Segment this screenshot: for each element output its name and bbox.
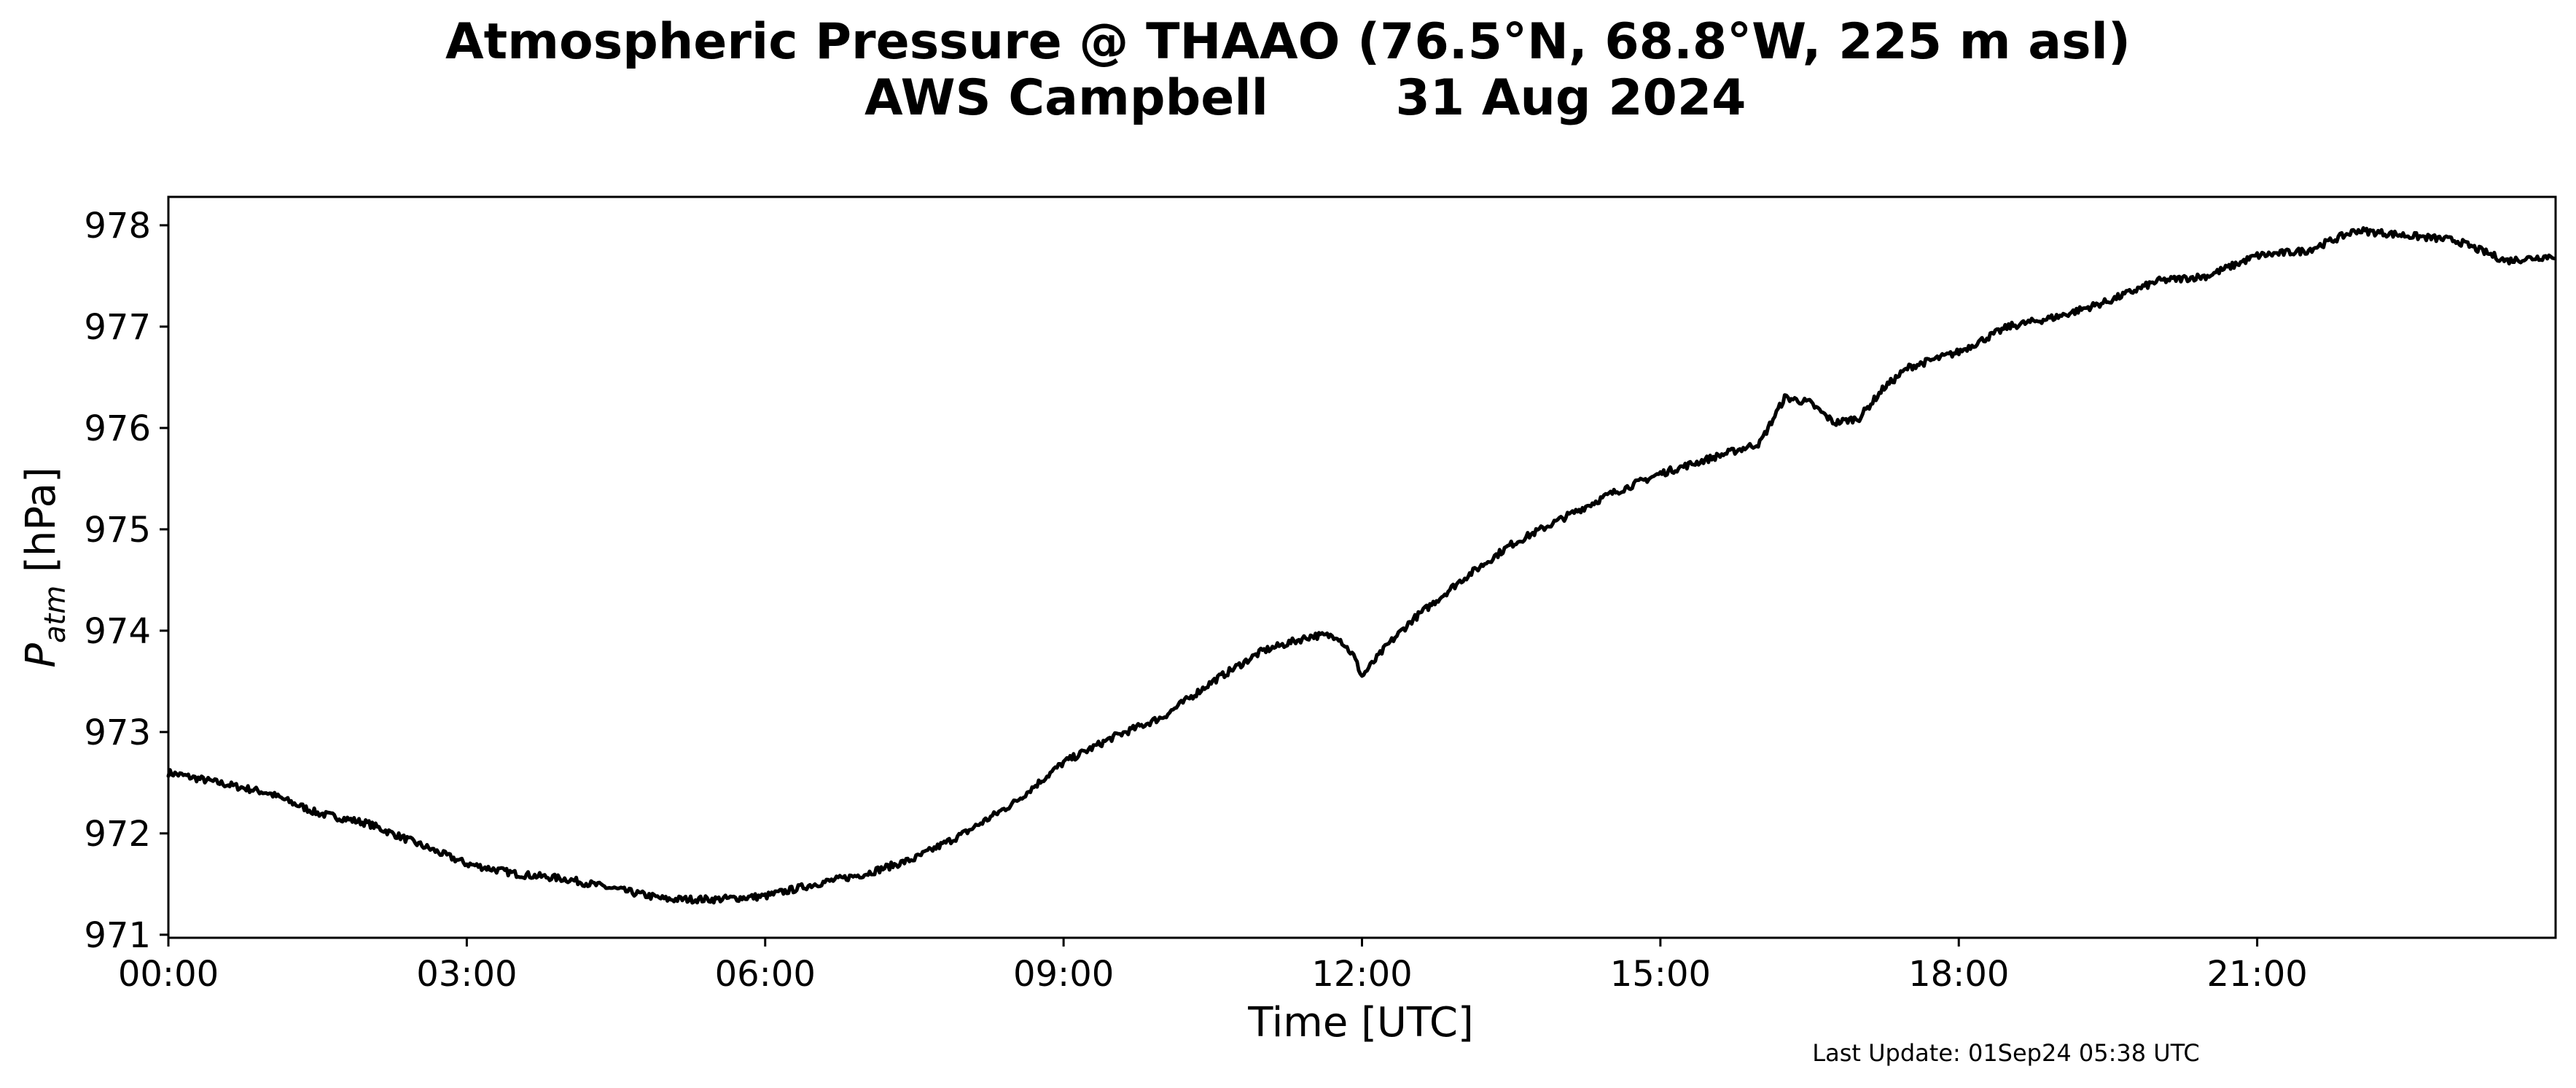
y-tick-label: 974 — [84, 611, 151, 652]
y-axis-label: Patm [hPa] — [17, 467, 72, 668]
x-tick-label: 21:00 — [2206, 954, 2307, 995]
y-tick-label: 976 — [84, 408, 151, 449]
x-tick-label: 03:00 — [416, 954, 517, 995]
y-tick-label: 975 — [84, 510, 151, 551]
x-tick-label: 12:00 — [1311, 954, 1412, 995]
y-tick-label: 978 — [84, 206, 151, 246]
y-tick-label: 973 — [84, 712, 151, 753]
x-tick-label: 15:00 — [1610, 954, 1711, 995]
series-line-pressure — [166, 226, 2556, 905]
y-tick-label: 977 — [84, 307, 151, 348]
y-tick-label: 972 — [84, 814, 151, 855]
x-axis-label: Time [UTC] — [1247, 999, 1474, 1046]
plot-frame — [167, 195, 2557, 939]
chart-title-station: AWS Campbell — [864, 69, 1268, 127]
x-axis-ticks: 00:00 03:00 06:00 09:00 12:00 15:00 18:00 21:00 — [118, 938, 2308, 995]
x-tick-label: 06:00 — [715, 954, 816, 995]
chart-title-date: 31 Aug 2024 — [1396, 69, 1746, 127]
last-update-note: Last Update: 01Sep24 05:38 UTC — [1812, 1039, 2199, 1067]
y-axis-ticks: 971 972 973 974 975 976 977 978 — [84, 206, 168, 956]
x-tick-label: 18:00 — [1908, 954, 2009, 995]
chart-title-line1: Atmospheric Pressure @ THAAO (76.5°N, 68… — [445, 13, 2131, 71]
x-tick-label: 09:00 — [1013, 954, 1114, 995]
x-tick-label: 00:00 — [118, 954, 219, 995]
y-tick-label: 971 — [84, 915, 151, 956]
